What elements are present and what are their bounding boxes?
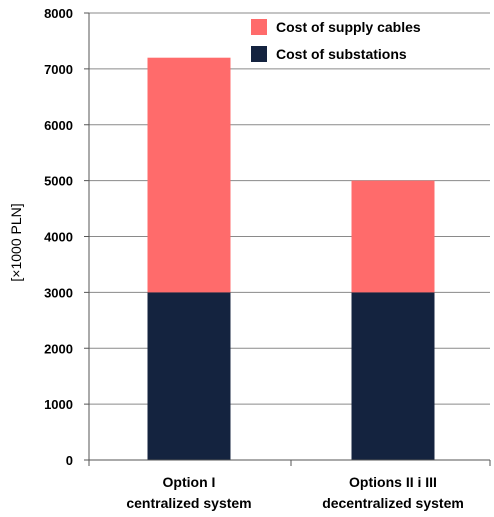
x-category-label: decentralized system [322, 495, 464, 511]
y-tick-label: 4000 [44, 230, 73, 245]
y-tick-label: 1000 [44, 397, 73, 412]
bar-segment [147, 57, 231, 293]
y-tick-label: 8000 [44, 6, 73, 21]
bar-segment [147, 292, 231, 460]
y-tick-label: 7000 [44, 62, 73, 77]
legend: Cost of supply cables Cost of substations [251, 19, 421, 62]
legend-label: Cost of substations [276, 46, 407, 62]
y-tick-labels: 0 1000 2000 3000 4000 5000 6000 7000 8000 [44, 6, 73, 468]
x-category-label: Options II i III [349, 474, 437, 490]
legend-swatch [251, 19, 267, 35]
legend-label: Cost of supply cables [276, 19, 421, 35]
bars [147, 57, 435, 460]
y-tick-label: 6000 [44, 118, 73, 133]
axes [88, 13, 491, 466]
x-category-label: centralized system [126, 495, 251, 511]
bar-segment [351, 180, 435, 293]
y-axis-label: [×1000 PLN] [8, 203, 24, 281]
y-tick-label: 2000 [44, 341, 73, 356]
x-category-label: Option I [163, 474, 216, 490]
y-tick-label: 5000 [44, 174, 73, 189]
y-tick-label: 0 [66, 453, 73, 468]
legend-swatch [251, 46, 267, 62]
y-tick-label: 3000 [44, 285, 73, 300]
x-category-labels: Option I centralized system Options II i I… [126, 474, 463, 511]
bar-segment [351, 292, 435, 460]
